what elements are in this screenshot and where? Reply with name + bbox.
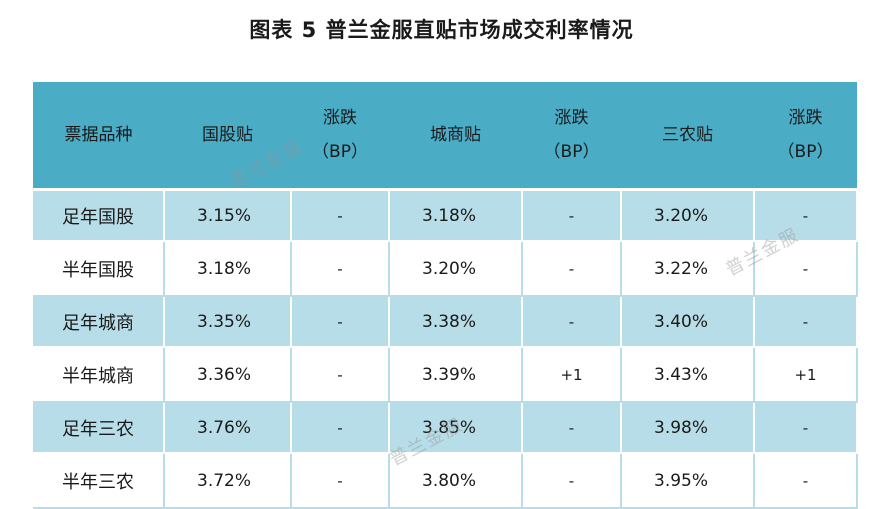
row-label: 足年国股 [33, 189, 165, 242]
sannong-rate: 3.98% [621, 402, 755, 454]
row-label: 半年三农 [33, 453, 165, 509]
col-header-guogu-change: 涨跌 （BP） [291, 82, 389, 191]
col-header-sannong-change: 涨跌 （BP） [754, 82, 857, 191]
table-row: 足年三农 3.76% - 3.85% - 3.98% - [33, 402, 858, 454]
row-label: 半年国股 [33, 241, 165, 297]
guogu-change: - [291, 189, 390, 242]
guogu-change: - [291, 402, 390, 454]
chengshang-rate: 3.80% [389, 453, 523, 509]
chengshang-change: +1 [522, 347, 622, 403]
table-row: 半年国股 3.18% - 3.20% - 3.22% - [33, 241, 858, 297]
row-label: 足年城商 [33, 296, 165, 348]
sannong-rate: 3.40% [621, 296, 755, 348]
guogu-rate: 3.76% [164, 402, 292, 454]
sannong-change: - [754, 241, 858, 297]
col-header-chengshang: 城商贴 [389, 82, 522, 191]
chengshang-change: - [522, 241, 622, 297]
guogu-rate: 3.72% [164, 453, 292, 509]
sannong-change: - [754, 296, 858, 348]
table-row: 足年国股 3.15% - 3.18% - 3.20% - [33, 189, 858, 242]
table-row: 半年城商 3.36% - 3.39% +1 3.43% +1 [33, 347, 858, 403]
sannong-change: - [754, 453, 858, 509]
header-row: 票据品种 国股贴 涨跌 （BP） 城商贴 涨跌 （BP） 三农贴 涨跌 （BP） [33, 82, 857, 191]
sannong-rate: 3.22% [621, 241, 755, 297]
col-header-sannong: 三农贴 [621, 82, 754, 191]
guogu-change: - [291, 241, 390, 297]
col-header-guogu: 国股贴 [164, 82, 291, 191]
guogu-rate: 3.15% [164, 189, 292, 242]
sannong-change: +1 [754, 347, 858, 403]
sannong-change: - [754, 189, 858, 242]
col-header-type: 票据品种 [33, 82, 164, 191]
sannong-rate: 3.95% [621, 453, 755, 509]
chengshang-change: - [522, 453, 622, 509]
chengshang-change: - [522, 189, 622, 242]
guogu-rate: 3.36% [164, 347, 292, 403]
sannong-rate: 3.20% [621, 189, 755, 242]
chengshang-rate: 3.85% [389, 402, 523, 454]
table-row: 足年城商 3.35% - 3.38% - 3.40% - [33, 296, 858, 348]
chengshang-change: - [522, 296, 622, 348]
col-header-chengshang-change: 涨跌 （BP） [522, 82, 621, 191]
guogu-rate: 3.35% [164, 296, 292, 348]
rate-table: 票据品种 国股贴 涨跌 （BP） 城商贴 涨跌 （BP） 三农贴 涨跌 （BP） 足年… [33, 82, 858, 509]
sannong-change: - [754, 402, 858, 454]
row-label: 半年城商 [33, 347, 165, 403]
chengshang-rate: 3.39% [389, 347, 523, 403]
chengshang-rate: 3.18% [389, 189, 523, 242]
guogu-rate: 3.18% [164, 241, 292, 297]
guogu-change: - [291, 347, 390, 403]
table-row: 半年三农 3.72% - 3.80% - 3.95% - [33, 453, 858, 509]
sannong-rate: 3.43% [621, 347, 755, 403]
guogu-change: - [291, 453, 390, 509]
figure-title: 图表 5 普兰金服直贴市场成交利率情况 [249, 18, 634, 42]
guogu-change: - [291, 296, 390, 348]
row-label: 足年三农 [33, 402, 165, 454]
chengshang-rate: 3.20% [389, 241, 523, 297]
chengshang-change: - [522, 402, 622, 454]
chengshang-rate: 3.38% [389, 296, 523, 348]
